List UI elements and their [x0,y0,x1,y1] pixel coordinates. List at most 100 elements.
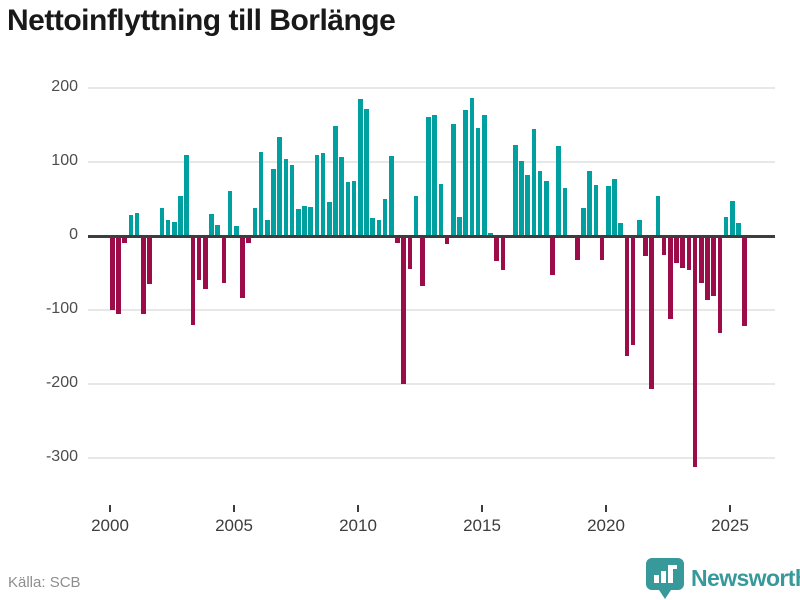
positive-bar [475,127,481,236]
newsworthy-logo-icon [646,558,684,599]
negative-bar [699,237,704,283]
positive-bar [314,155,320,236]
positive-bar [289,164,295,236]
x-tick [605,505,607,512]
negative-bar [686,237,692,271]
negative-bar [203,237,208,289]
positive-bar [327,201,332,236]
y-grid-line [88,87,775,89]
positive-bar [209,213,214,236]
positive-bar [215,224,221,236]
positive-bar [525,175,531,236]
negative-bar [550,237,555,275]
y-tick-label: 0 [69,226,78,243]
negative-bar [190,237,196,325]
positive-bar [593,184,599,236]
negative-bar [674,237,679,263]
positive-bar [723,216,729,236]
negative-bar [692,237,698,467]
positive-bar [277,136,283,236]
negative-bar [147,237,152,285]
positive-bar [370,217,376,236]
negative-bar [649,237,655,390]
positive-bar [556,146,562,236]
negative-bar [630,237,636,345]
positive-bar [531,129,537,236]
positive-bar [376,219,382,236]
positive-bar [339,156,345,236]
x-tick-label: 2025 [711,516,749,535]
negative-bar [599,237,605,260]
positive-bar [637,219,642,236]
x-tick-label: 2010 [339,516,377,535]
negative-bar [116,237,121,315]
positive-bar [612,179,617,236]
x-tick-label: 2000 [91,516,129,535]
y-tick-label: -200 [45,374,78,391]
negative-bar [221,237,227,283]
newsworthy-logo: Newsworthy [646,558,800,599]
negative-bar [705,237,710,300]
x-tick-label: 2015 [463,516,501,535]
negative-bar [395,237,400,243]
negative-bar [643,237,648,256]
y-tick-label: -300 [45,448,78,465]
positive-bar [606,185,611,236]
negative-bar [661,237,667,255]
negative-bar [668,237,673,319]
negative-bar [141,237,146,315]
positive-bar [308,207,314,236]
negative-bar [680,237,686,268]
x-tick [233,505,235,512]
negative-bar [407,237,413,270]
positive-bar [172,221,177,236]
negative-bar [420,237,425,287]
newsworthy-logo-text: Newsworthy [691,565,800,591]
negative-bar [717,237,723,333]
y-tick-label: 100 [51,152,78,169]
y-grid-line [88,457,775,459]
positive-bar [358,99,363,236]
positive-bar [519,161,524,236]
positive-bar [258,152,264,236]
positive-bar [382,199,388,236]
y-grid-line [88,383,775,385]
negative-bar [246,237,252,244]
positive-bar [537,170,543,236]
y-grid-line [88,161,775,163]
positive-bar [159,207,165,236]
negative-bar [240,237,245,299]
positive-bar [271,168,276,236]
positive-bar [513,144,518,236]
positive-bar [413,196,419,236]
negative-bar [711,237,717,296]
y-grid-line [88,309,775,311]
positive-bar [345,181,351,236]
positive-bar [351,180,357,236]
positive-bar [426,116,431,236]
negative-bar [196,237,202,280]
x-tick [481,505,483,512]
positive-bar [432,115,438,236]
positive-bar [134,213,140,236]
positive-bar [457,216,462,236]
positive-bar [296,209,301,236]
positive-bar [730,201,735,236]
positive-bar [463,110,469,236]
positive-bar [562,187,568,236]
positive-bar [265,219,270,236]
positive-bar [165,219,171,236]
y-tick-label: -100 [45,300,78,317]
positive-bar [178,196,183,236]
positive-bar [234,226,239,236]
x-tick [729,505,731,512]
negative-bar [401,237,407,385]
y-tick-label: 200 [51,78,78,95]
positive-bar [302,205,307,236]
positive-bar [736,223,741,236]
positive-bar [618,222,624,236]
positive-bar [655,196,661,236]
positive-bar [128,215,134,236]
